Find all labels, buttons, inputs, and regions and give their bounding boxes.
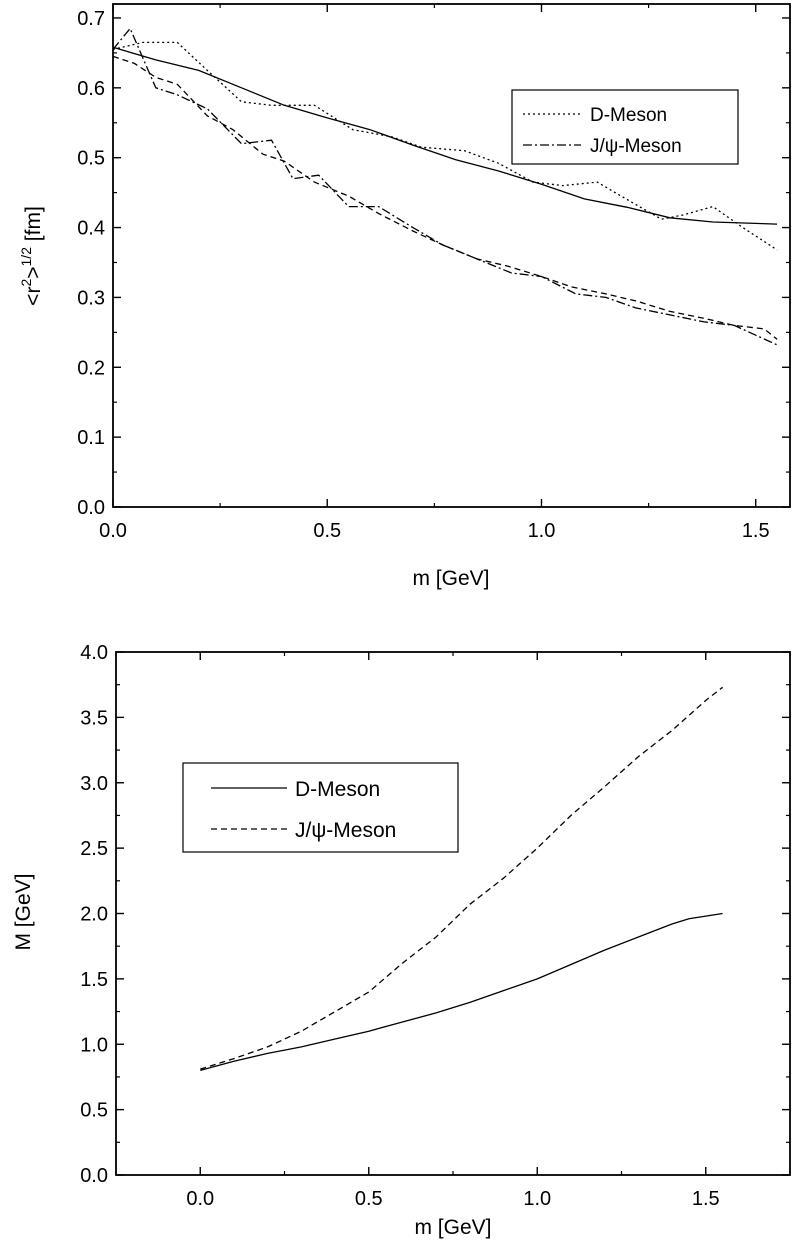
top-y-tick-label: 0.3 bbox=[77, 287, 105, 309]
bottom-y-tick-label: 0.5 bbox=[80, 1100, 108, 1122]
bottom-x-tick-label: 1.5 bbox=[692, 1188, 720, 1210]
top-y-tick-label: 0.2 bbox=[77, 357, 105, 379]
bottom-series-solid-0 bbox=[200, 912, 723, 1072]
bottom-y-tick-label: 0.0 bbox=[80, 1165, 108, 1187]
top-series-layer bbox=[112, 27, 778, 346]
bottom-legend: D-Meson J/ψ-Meson bbox=[182, 762, 459, 853]
top-ticks-layer: 0.0 0.5 1.0 1.5 0.0 0.1 0.2 0.3 0.4 0.5 0.6 0.7 bbox=[77, 4, 790, 542]
top-x-tick-label: 0.5 bbox=[313, 520, 341, 542]
bottom-y-tick-label: 1.0 bbox=[80, 1034, 108, 1056]
top-plot-frame bbox=[112, 3, 791, 508]
bottom-y-tick-label: 3.0 bbox=[80, 773, 108, 795]
top-y-title-lt: <r bbox=[22, 287, 45, 306]
top-y-axis-title: <r2>1/2 [fm] bbox=[18, 206, 45, 306]
top-y-tick-label: 0.1 bbox=[77, 427, 105, 449]
bottom-legend-label-d-meson: D-Meson bbox=[295, 778, 380, 801]
top-y-tick-label: 0.7 bbox=[77, 8, 105, 30]
top-x-axis-title: m [GeV] bbox=[412, 567, 489, 590]
bottom-y-tick-label: 1.5 bbox=[80, 969, 108, 991]
top-x-tick-label: 0.0 bbox=[99, 520, 127, 542]
chart-bottom: 0.0 0.5 1.0 1.50.00.51.01.52.02.53.03.54.0 … bbox=[12, 642, 791, 1239]
top-legend-label-jpsi-meson: J/ψ-Meson bbox=[590, 136, 682, 157]
top-y-tick-label: 0.4 bbox=[77, 218, 105, 240]
top-legend: D-Meson J/ψ-Meson bbox=[511, 89, 739, 165]
top-y-tick-label: 0.6 bbox=[77, 78, 105, 100]
bottom-series-dashed-1 bbox=[200, 686, 723, 1070]
bottom-x-tick-label: 0.5 bbox=[355, 1188, 383, 1210]
top-y-tick-label: 0.5 bbox=[77, 148, 105, 170]
chart-top: 0.0 0.5 1.0 1.5 0.0 0.1 0.2 0.3 0.4 0.5 0.6 0.7 m [… bbox=[18, 3, 791, 590]
top-x-tick-label: 1.0 bbox=[528, 520, 556, 542]
top-y-title-sup2: 1/2 bbox=[18, 247, 34, 267]
bottom-y-axis-title: M [GeV] bbox=[12, 873, 35, 950]
top-x-tick-label: 1.5 bbox=[742, 520, 770, 542]
bottom-series-layer bbox=[200, 686, 723, 1072]
svg-text:<r2>1/2 [fm]: <r2>1/2 [fm] bbox=[18, 206, 45, 306]
bottom-x-tick-label: 0.0 bbox=[186, 1188, 214, 1210]
top-y-title-unit: [fm] bbox=[22, 206, 45, 247]
bottom-x-tick-label: 1.0 bbox=[523, 1188, 551, 1210]
top-y-tick-label: 0.0 bbox=[77, 497, 105, 519]
bottom-legend-box bbox=[182, 762, 459, 853]
bottom-legend-label-jpsi-meson: J/ψ-Meson bbox=[295, 819, 396, 842]
top-legend-label-d-meson: D-Meson bbox=[590, 105, 667, 126]
top-y-title-gt: > bbox=[22, 266, 45, 278]
bottom-y-tick-label: 4.0 bbox=[80, 642, 108, 664]
bottom-plot-frame bbox=[115, 651, 791, 1176]
bottom-x-axis-title: m [GeV] bbox=[414, 1216, 491, 1239]
bottom-y-tick-label: 3.5 bbox=[80, 707, 108, 729]
top-y-title-sup1: 2 bbox=[18, 279, 34, 287]
top-series-dotted-1 bbox=[112, 41, 778, 251]
bottom-y-tick-label: 2.5 bbox=[80, 838, 108, 860]
bottom-y-tick-label: 2.0 bbox=[80, 904, 108, 926]
bottom-ticks-layer: 0.0 0.5 1.0 1.5 0.0 0.5 1.0 1.5 2.0 2.5 3.0 3.5 4.0 bbox=[80, 642, 791, 1210]
top-series-dashdot-2 bbox=[112, 27, 778, 346]
top-legend-box bbox=[511, 89, 739, 165]
